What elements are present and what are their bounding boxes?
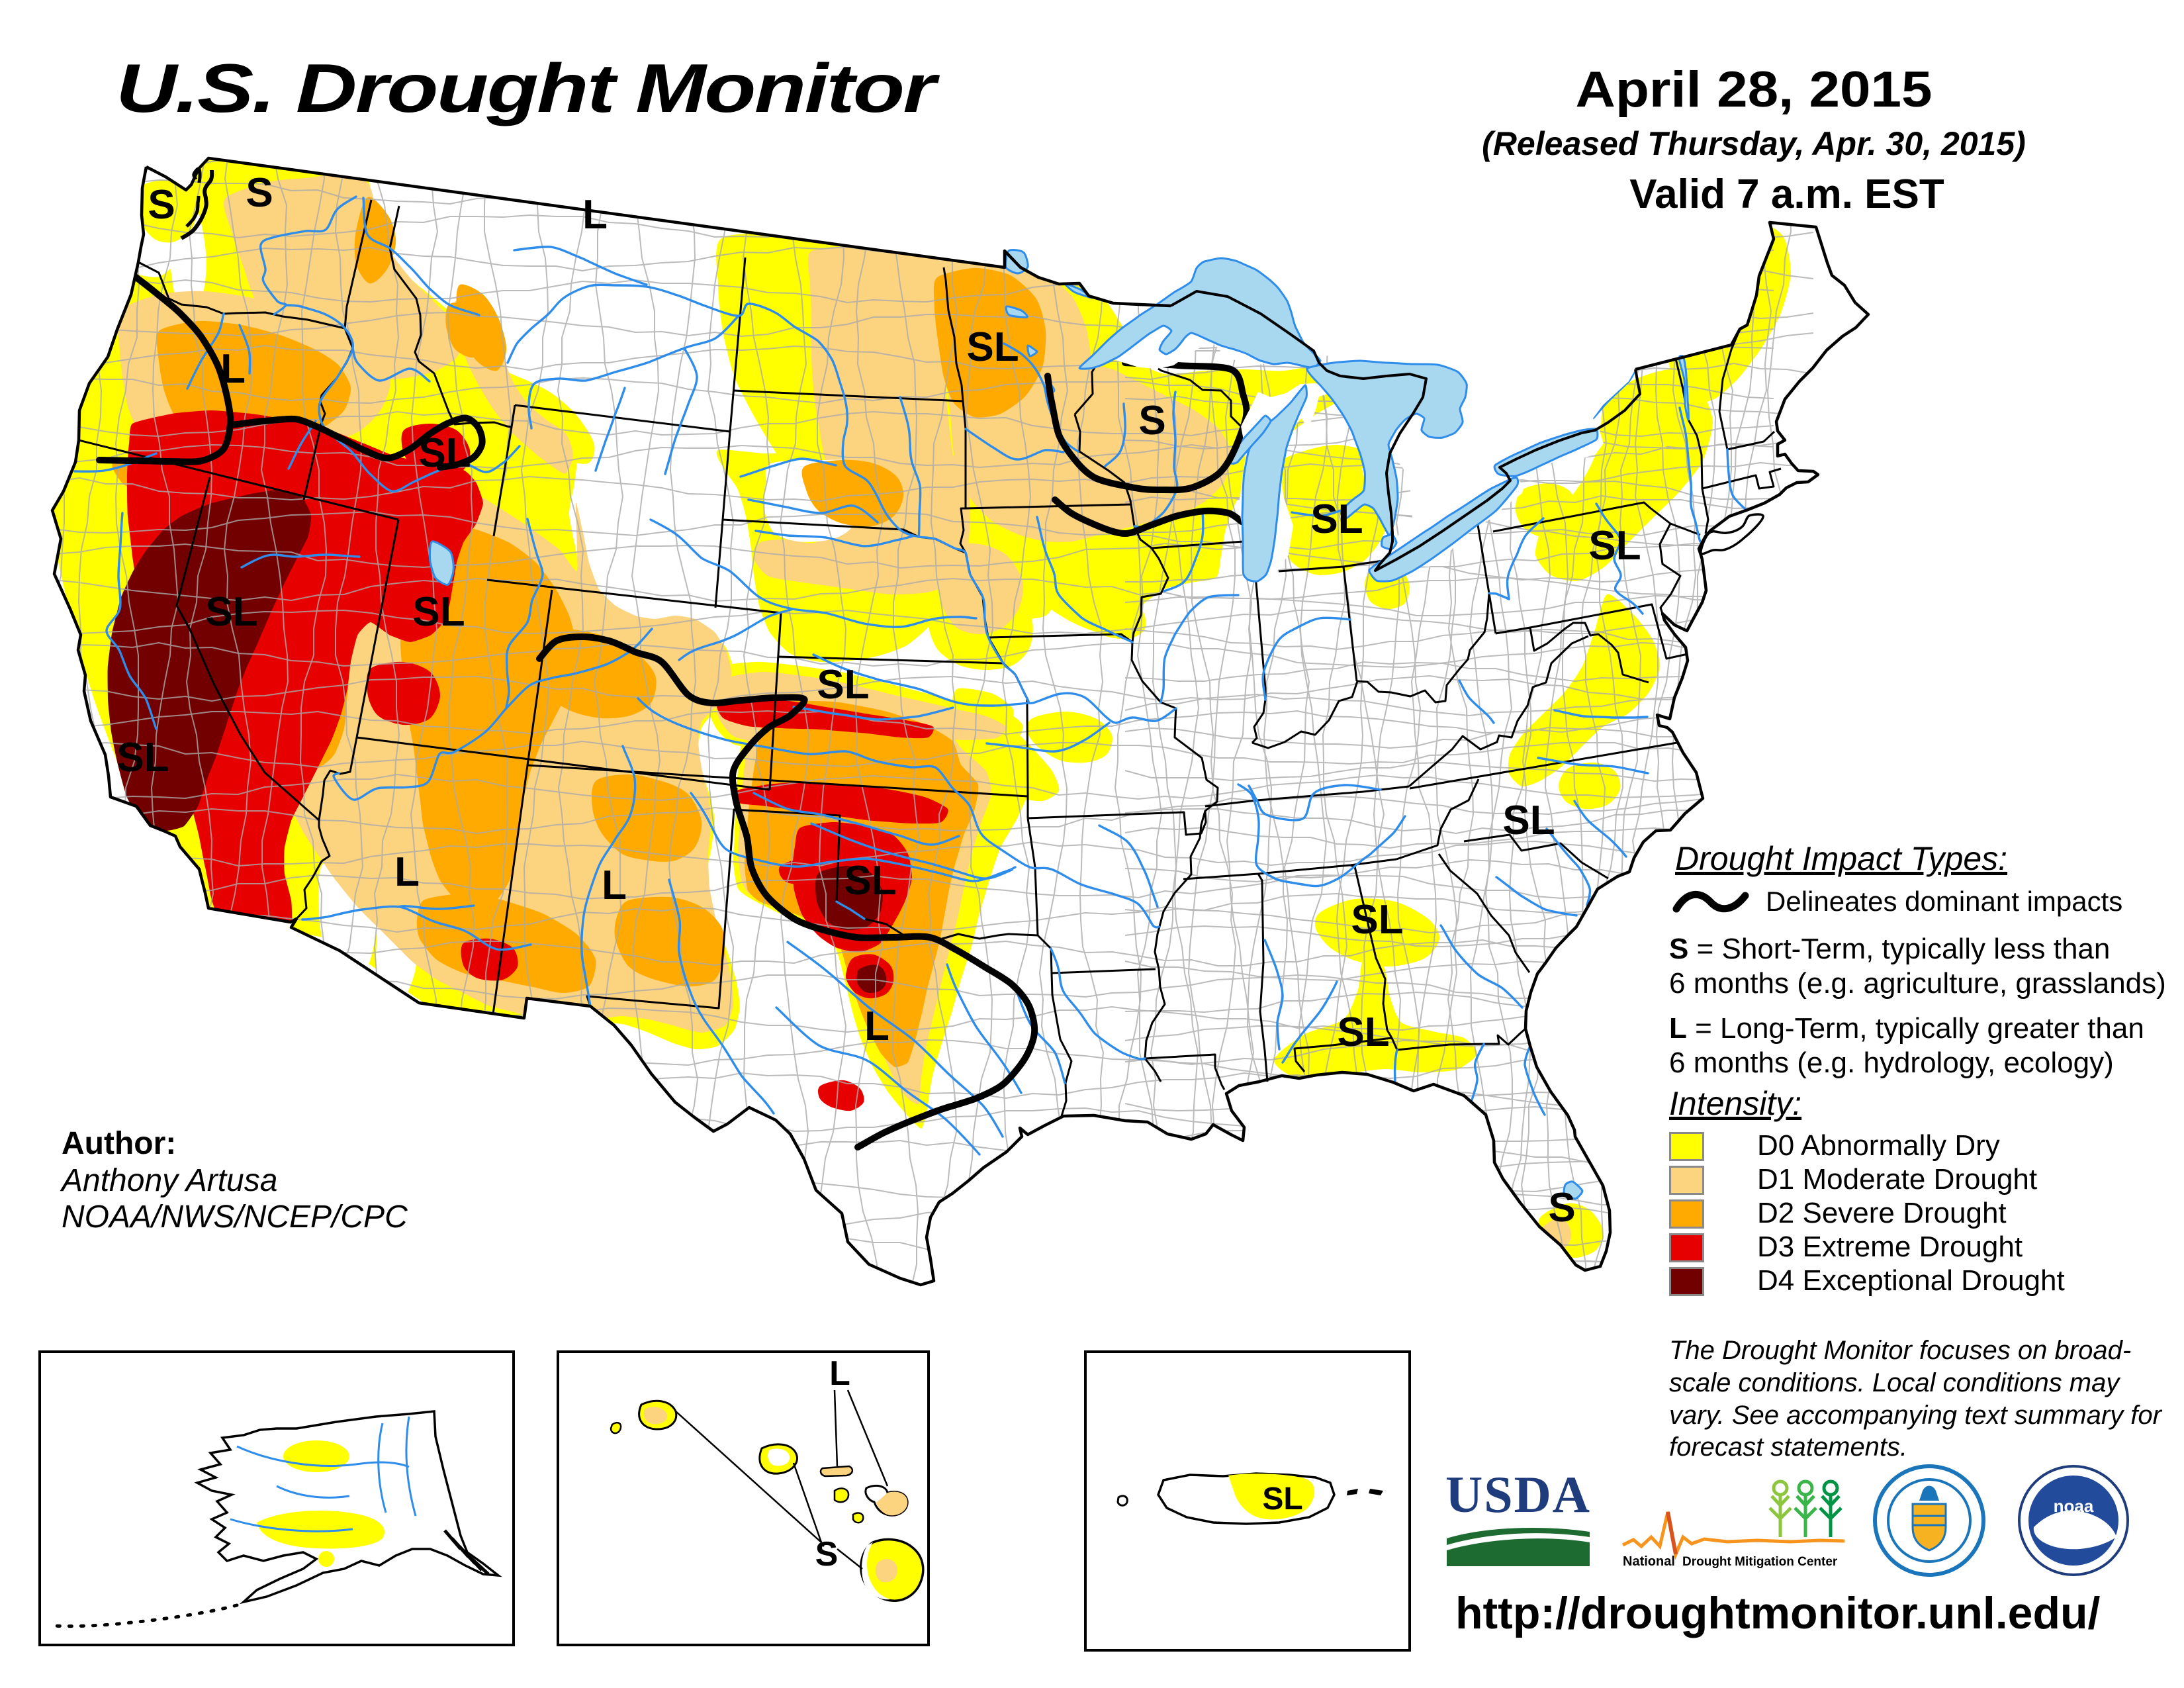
svg-text:SL: SL [1262, 1481, 1302, 1517]
svg-text:SL: SL [1502, 798, 1555, 843]
svg-text:S: S [1138, 398, 1165, 444]
svg-text:S: S [148, 182, 175, 228]
svg-text:USDA: USDA [1445, 1471, 1590, 1523]
svg-text:S: S [246, 170, 273, 216]
svg-text:SL: SL [1351, 897, 1403, 943]
svg-text:noaa: noaa [2054, 1496, 2094, 1516]
svg-text:SL: SL [966, 324, 1019, 370]
svg-text:SL: SL [418, 430, 471, 476]
svg-text:SL: SL [1337, 1009, 1389, 1055]
svg-text:L: L [602, 863, 627, 908]
svg-text:SL: SL [412, 589, 465, 635]
svg-text:L: L [394, 849, 420, 895]
svg-text:S: S [1548, 1185, 1575, 1231]
svg-text:L: L [582, 192, 608, 238]
svg-text:SL: SL [1588, 523, 1641, 569]
svg-text:Drought Mitigation Center: Drought Mitigation Center [1682, 1555, 1838, 1569]
svg-text:SL: SL [116, 735, 169, 780]
svg-text:SL: SL [205, 589, 257, 635]
svg-text:L: L [829, 1354, 850, 1393]
svg-text:SL: SL [1310, 496, 1363, 542]
svg-text:L: L [864, 1004, 889, 1049]
svg-text:National: National [1623, 1554, 1675, 1569]
svg-text:SL: SL [844, 858, 896, 904]
svg-text:L: L [220, 346, 246, 392]
svg-text:SL: SL [817, 662, 869, 708]
svg-text:S: S [815, 1535, 839, 1573]
